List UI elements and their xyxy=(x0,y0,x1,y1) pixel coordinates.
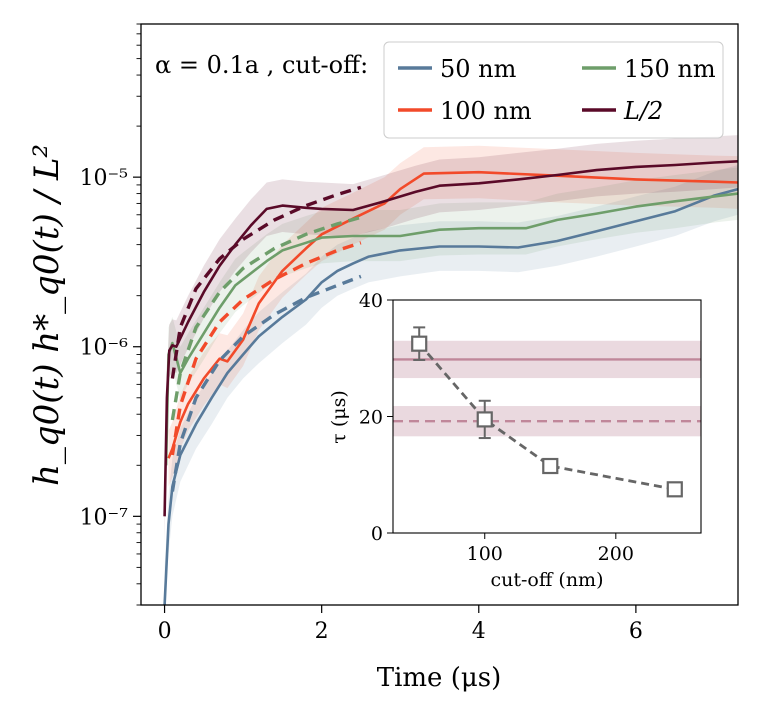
inset-reference-lines xyxy=(393,340,701,437)
inset-y-axis-label: τ (μs) xyxy=(328,390,350,443)
legend-label-50nm: 50 nm xyxy=(440,55,517,83)
main-fit-lines xyxy=(170,185,362,492)
band-150-nm xyxy=(166,167,739,497)
x-tick-label: 0 xyxy=(158,619,172,644)
inset-x-tick-label: 100 xyxy=(467,543,503,565)
inset-x-axis-label: cut-off (nm) xyxy=(491,569,604,591)
fit-line-l-2 xyxy=(170,185,362,379)
main-x-ticks: 0 2 4 6 xyxy=(158,605,643,644)
inset-y-tick-label: 20 xyxy=(359,407,383,429)
x-axis-label: Time (μs) xyxy=(377,663,502,693)
band-100-nm xyxy=(168,145,738,487)
inset-background xyxy=(393,300,701,533)
y-tick-label: 10⁻⁷ xyxy=(80,505,129,530)
inset-x-tick-label: 200 xyxy=(598,543,634,565)
fit-line-150-nm xyxy=(170,215,362,421)
x-tick-label: 6 xyxy=(629,619,643,644)
band-l-2 xyxy=(164,135,739,543)
series-line-50-nm xyxy=(163,187,739,606)
legend-frame xyxy=(383,41,724,139)
band-50-nm xyxy=(164,165,739,605)
x-tick-label: 4 xyxy=(472,619,486,644)
main-axes-frame xyxy=(140,23,739,606)
series-line-100-nm xyxy=(167,170,739,459)
main-y-ticks: 10⁻⁷ 10⁻⁶ 10⁻⁵ xyxy=(80,23,141,606)
annotation-text: α = 0.1a , cut-off: xyxy=(155,51,368,79)
inset-y-tick-label: 0 xyxy=(371,523,383,545)
series-line-150-nm xyxy=(164,192,739,466)
inset-plot: 100 200 0 20 40 cut-off (nm) τ (μs) xyxy=(328,290,702,591)
inset-y-ticks: 0 20 40 xyxy=(359,290,393,545)
inset-data-point xyxy=(476,411,493,428)
y-tick-label: 10⁻⁶ xyxy=(80,336,129,361)
fit-line-100-nm xyxy=(170,241,362,456)
inset-data-point xyxy=(411,335,428,352)
inset-data-point xyxy=(666,481,683,498)
legend-label-150nm: 150 nm xyxy=(624,55,716,83)
y-axis-label: h_q0(t) h*_q0(t) / L² xyxy=(27,144,67,486)
svg-text:h_q0(t) h*_q0(t) / L²: h_q0(t) h*_q0(t) / L² xyxy=(27,144,67,486)
legend: 50 nm 100 nm 150 nm L/2 xyxy=(383,41,724,139)
y-tick-label: 10⁻⁵ xyxy=(80,166,128,191)
inset-points xyxy=(411,326,683,498)
inset-y-tick-label: 40 xyxy=(359,290,383,312)
main-confidence-bands xyxy=(164,135,739,605)
fit-line-50-nm xyxy=(170,274,362,492)
legend-label-100nm: 100 nm xyxy=(440,97,532,125)
legend-label-l2: L/2 xyxy=(623,97,663,125)
svg-text:τ (μs): τ (μs) xyxy=(328,390,350,443)
x-tick-label: 2 xyxy=(315,619,329,644)
inset-x-ticks: 100 200 xyxy=(467,533,634,565)
inset-data-point xyxy=(542,457,559,475)
